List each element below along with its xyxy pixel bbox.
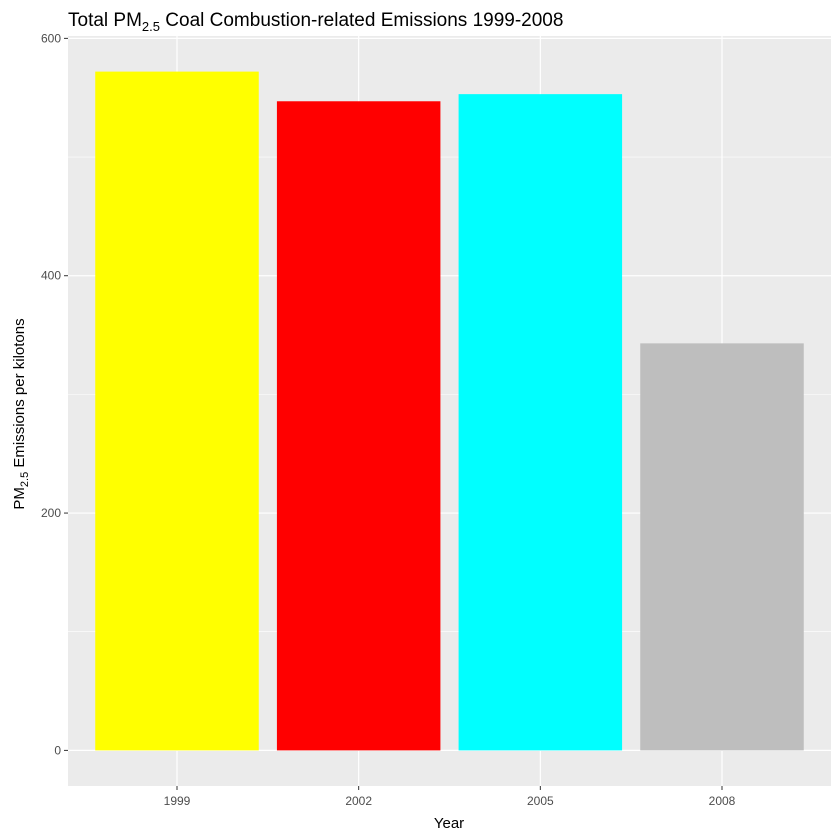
- y-axis-title: PM2.5 Emissions per kilotons: [11, 318, 31, 509]
- x-tick-label: 2008: [709, 794, 736, 808]
- y-tick-label: 200: [41, 506, 61, 520]
- bar-2005: [458, 94, 623, 751]
- x-tick-label: 2005: [527, 794, 554, 808]
- y-axis-title-subscript: 2.5: [19, 472, 31, 487]
- bar-2002: [276, 101, 441, 751]
- y-axis: 0 200 400 600: [41, 31, 68, 757]
- y-tick-label: 400: [41, 269, 61, 283]
- x-axis-title: Year: [434, 815, 464, 832]
- bar-2008: [640, 343, 804, 751]
- chart-title-prefix: Total PM: [68, 10, 142, 31]
- y-tick-label: 0: [54, 743, 61, 757]
- y-axis-title-prefix: PM: [11, 487, 28, 510]
- chart-title-subscript: 2.5: [142, 19, 160, 34]
- x-tick-label: 1999: [164, 794, 191, 808]
- x-tick-label: 2002: [345, 794, 372, 808]
- y-tick-label: 600: [41, 31, 61, 45]
- chart-title-suffix: Coal Combustion-related Emissions 1999-2…: [160, 10, 563, 31]
- x-axis: 1999 2002 2005 2008: [164, 786, 736, 808]
- y-axis-title-suffix: Emissions per kilotons: [11, 318, 28, 471]
- bars-group: [95, 71, 804, 751]
- bar-1999: [95, 71, 259, 751]
- chart-title: Total PM2.5 Coal Combustion-related Emis…: [68, 10, 563, 34]
